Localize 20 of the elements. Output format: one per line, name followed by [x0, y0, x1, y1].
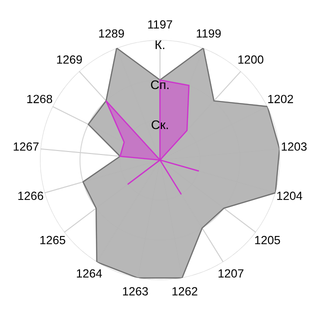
y-tick-label: К.: [156, 40, 164, 50]
spoke-label: 1263: [123, 287, 148, 296]
spoke-label: 1199: [196, 29, 221, 38]
spoke-label: 1204: [277, 192, 302, 200]
spoke-label: 1264: [76, 269, 102, 278]
y-tick-label: Сп.: [151, 80, 168, 90]
spoke-label: 1202: [268, 94, 294, 104]
spoke-label: 1207: [218, 269, 244, 278]
spoke-label: 1266: [18, 192, 44, 200]
spoke-label: 1269: [57, 55, 82, 64]
spoke-label: 1262: [172, 287, 198, 296]
spoke-label: 1268: [27, 94, 52, 104]
spoke-label: 1265: [40, 236, 66, 244]
y-tick-label: Ск.: [152, 120, 168, 130]
spoke-label: 1200: [238, 55, 264, 64]
spoke-label: 1203: [282, 142, 307, 151]
spoke-label: 1205: [255, 236, 280, 244]
spoke-label: 1267: [14, 142, 39, 151]
spoke-label: 1197: [148, 20, 172, 29]
spoke-label: 1289: [99, 29, 124, 38]
